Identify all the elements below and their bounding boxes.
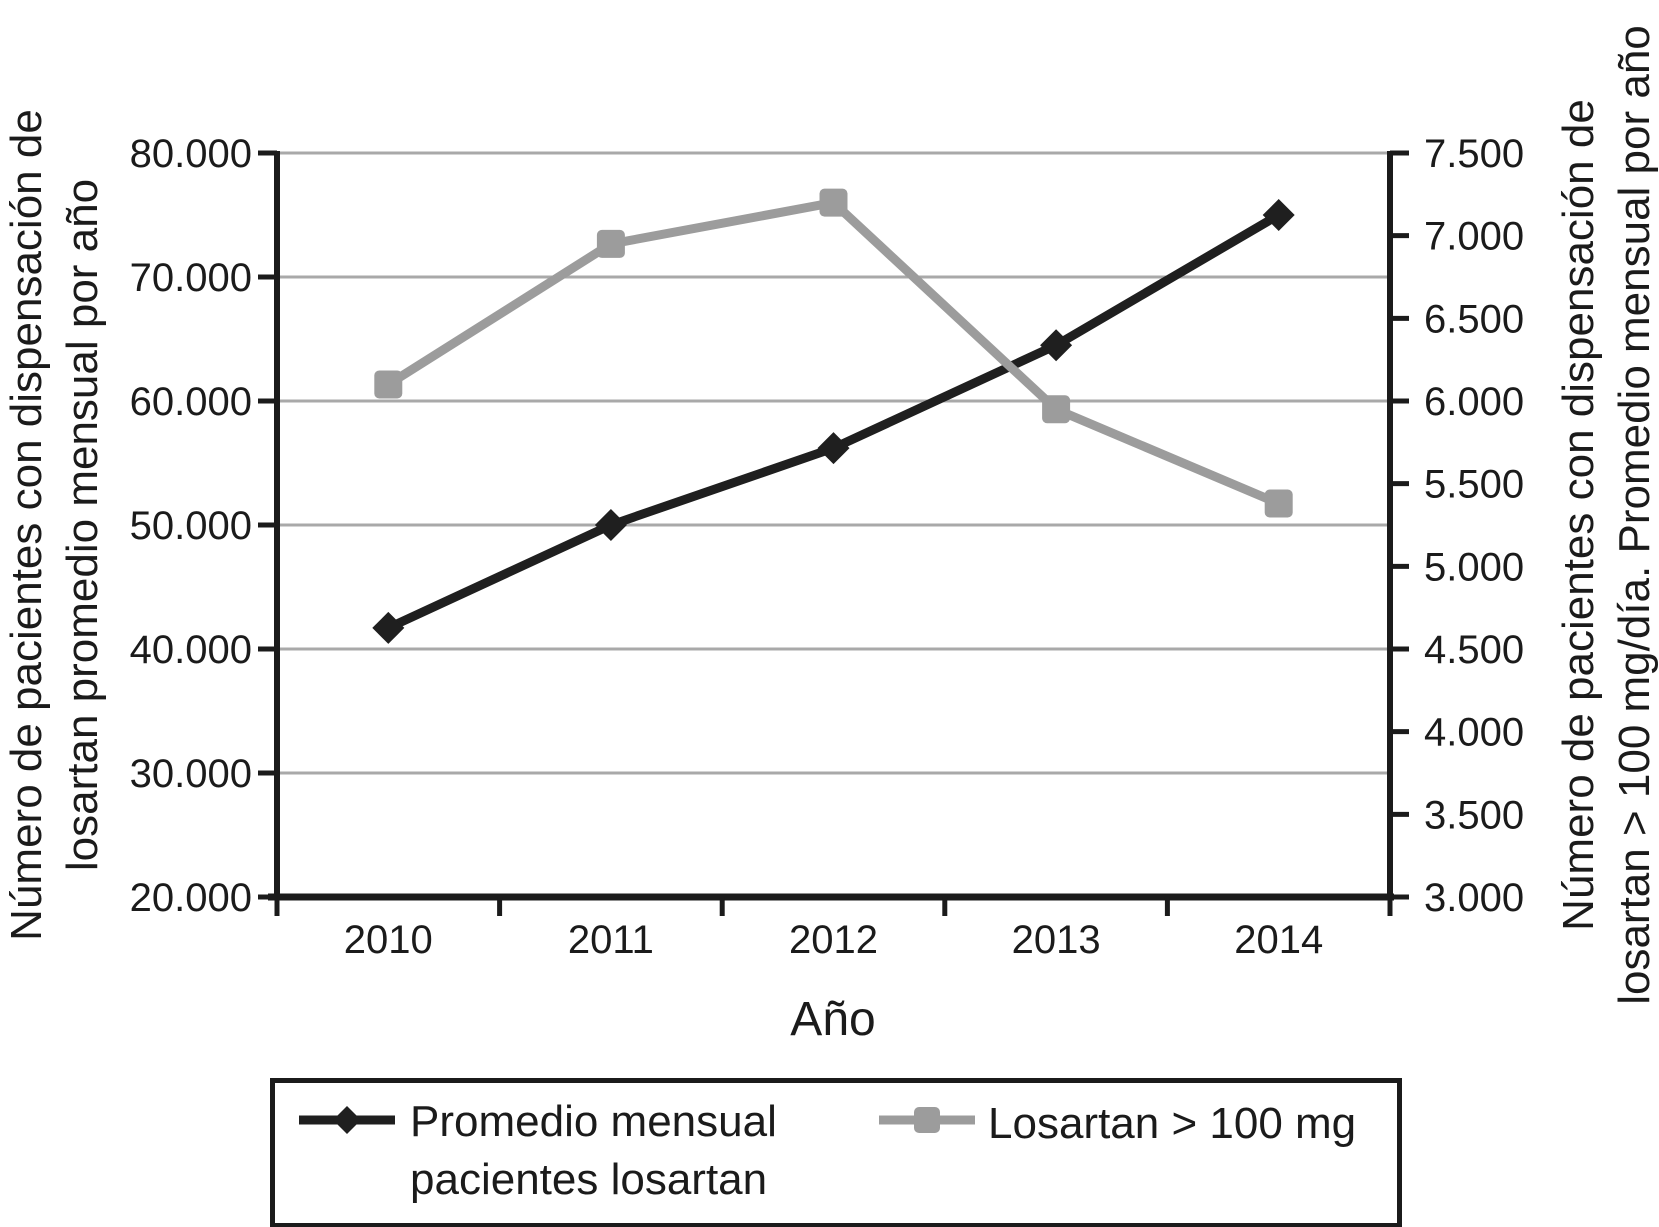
legend-label-series1: Promedio mensual pacientes losartan xyxy=(410,1093,777,1209)
data-point-promedio-2011 xyxy=(594,509,627,541)
x-axis-tick-label: 2010 xyxy=(344,918,433,962)
x-axis-tick-label: 2012 xyxy=(789,918,878,962)
left-axis-tick-label: 20.000 xyxy=(130,876,252,920)
legend-label-series2: Losartan > 100 mg xyxy=(988,1099,1357,1148)
data-point-losartan-2012 xyxy=(819,188,848,217)
right-axis-title-line2: losartan > 100 mg/día. Promedio mensual … xyxy=(1610,25,1659,1005)
left-axis-tick-label: 50.000 xyxy=(130,504,252,548)
right-axis-tick-label: 5.000 xyxy=(1424,545,1524,589)
data-point-promedio-2010 xyxy=(372,611,405,644)
right-axis-tick-label: 7.000 xyxy=(1424,215,1524,259)
left-axis-tick-label: 70.000 xyxy=(130,256,252,300)
legend-label-series1-line2: pacientes losartan xyxy=(410,1155,768,1204)
data-point-promedio-2012 xyxy=(817,432,850,465)
left-axis-tick-label: 30.000 xyxy=(130,752,252,796)
data-point-losartan-2011 xyxy=(596,229,625,258)
data-point-promedio-2014 xyxy=(1262,199,1295,231)
data-point-promedio-2013 xyxy=(1040,329,1073,362)
data-point-losartan-2013 xyxy=(1042,395,1071,424)
data-point-losartan-2010 xyxy=(374,370,403,399)
right-axis-tick-label: 4.000 xyxy=(1424,711,1524,755)
x-axis-tick-label: 2011 xyxy=(568,918,654,962)
right-axis-tick-label: 6.500 xyxy=(1424,297,1524,341)
right-axis-tick-label: 5.500 xyxy=(1424,463,1524,507)
x-axis-title: Año xyxy=(790,993,876,1046)
left-axis-title-line1: Número de pacientes con dispensación de xyxy=(2,109,51,941)
x-axis-tick-label: 2014 xyxy=(1234,918,1323,962)
right-axis-tick-label: 7.500 xyxy=(1424,132,1524,176)
left-axis-title: Número de pacientes con dispensación de … xyxy=(0,0,111,1125)
right-axis-tick-label: 4.500 xyxy=(1424,628,1524,672)
right-axis-title: Número de pacientes con dispensación de … xyxy=(1551,0,1659,1115)
legend-marker-square-icon xyxy=(879,1107,975,1133)
legend-box: Promedio mensual pacientes losartan Losa… xyxy=(270,1078,1402,1227)
right-axis-tick-label: 3.500 xyxy=(1424,793,1524,837)
legend-marker-diamond-icon xyxy=(299,1106,395,1134)
left-axis-title-line2: losartan promedio mensual por año xyxy=(58,178,107,872)
left-axis-tick-label: 60.000 xyxy=(130,380,252,424)
right-axis-tick-label: 3.000 xyxy=(1424,876,1524,920)
right-axis-tick-label: 6.000 xyxy=(1424,380,1524,424)
right-axis-title-line1: Número de pacientes con dispensación de xyxy=(1554,99,1603,931)
x-axis-tick-label: 2013 xyxy=(1012,918,1101,962)
left-axis-tick-label: 80.000 xyxy=(130,132,252,176)
left-axis-tick-label: 40.000 xyxy=(130,628,252,672)
data-point-losartan-2014 xyxy=(1264,489,1293,518)
legend-label-series1-line1: Promedio mensual xyxy=(410,1097,777,1146)
